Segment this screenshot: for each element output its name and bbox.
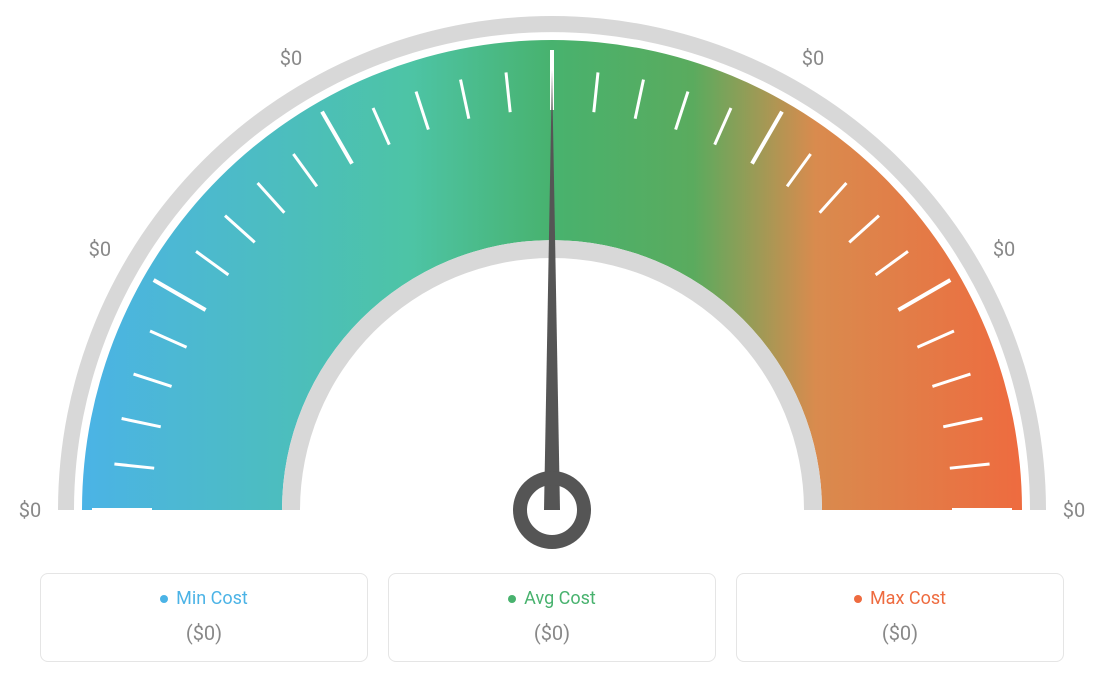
legend-card-max: Max Cost ($0): [736, 573, 1064, 663]
gauge-chart: $0$0$0$0$0$0$0: [0, 0, 1104, 560]
legend-value-max: ($0): [747, 621, 1053, 645]
gauge-tick-label: $0: [1063, 498, 1085, 522]
legend-card-avg: Avg Cost ($0): [388, 573, 716, 663]
legend-label-avg: Avg Cost: [508, 588, 596, 609]
gauge-svg: [0, 0, 1104, 560]
gauge-tick-label: $0: [993, 237, 1015, 261]
chart-container: $0$0$0$0$0$0$0 Min Cost ($0) Avg Cost ($…: [0, 0, 1104, 690]
gauge-tick-label: $0: [280, 46, 302, 70]
dot-icon: [508, 595, 516, 603]
gauge-tick-label: $0: [19, 498, 41, 522]
legend-label-text: Max Cost: [870, 588, 946, 609]
legend-label-min: Min Cost: [160, 588, 248, 609]
dot-icon: [854, 595, 862, 603]
legend-value-avg: ($0): [399, 621, 705, 645]
legend-card-min: Min Cost ($0): [40, 573, 368, 663]
legend-value-min: ($0): [51, 621, 357, 645]
legend-label-text: Min Cost: [176, 588, 248, 609]
legend-label-text: Avg Cost: [524, 588, 596, 609]
gauge-tick-label: $0: [802, 46, 824, 70]
legend-row: Min Cost ($0) Avg Cost ($0) Max Cost ($0…: [40, 573, 1064, 663]
dot-icon: [160, 595, 168, 603]
legend-label-max: Max Cost: [854, 588, 946, 609]
gauge-tick-label: $0: [89, 237, 111, 261]
